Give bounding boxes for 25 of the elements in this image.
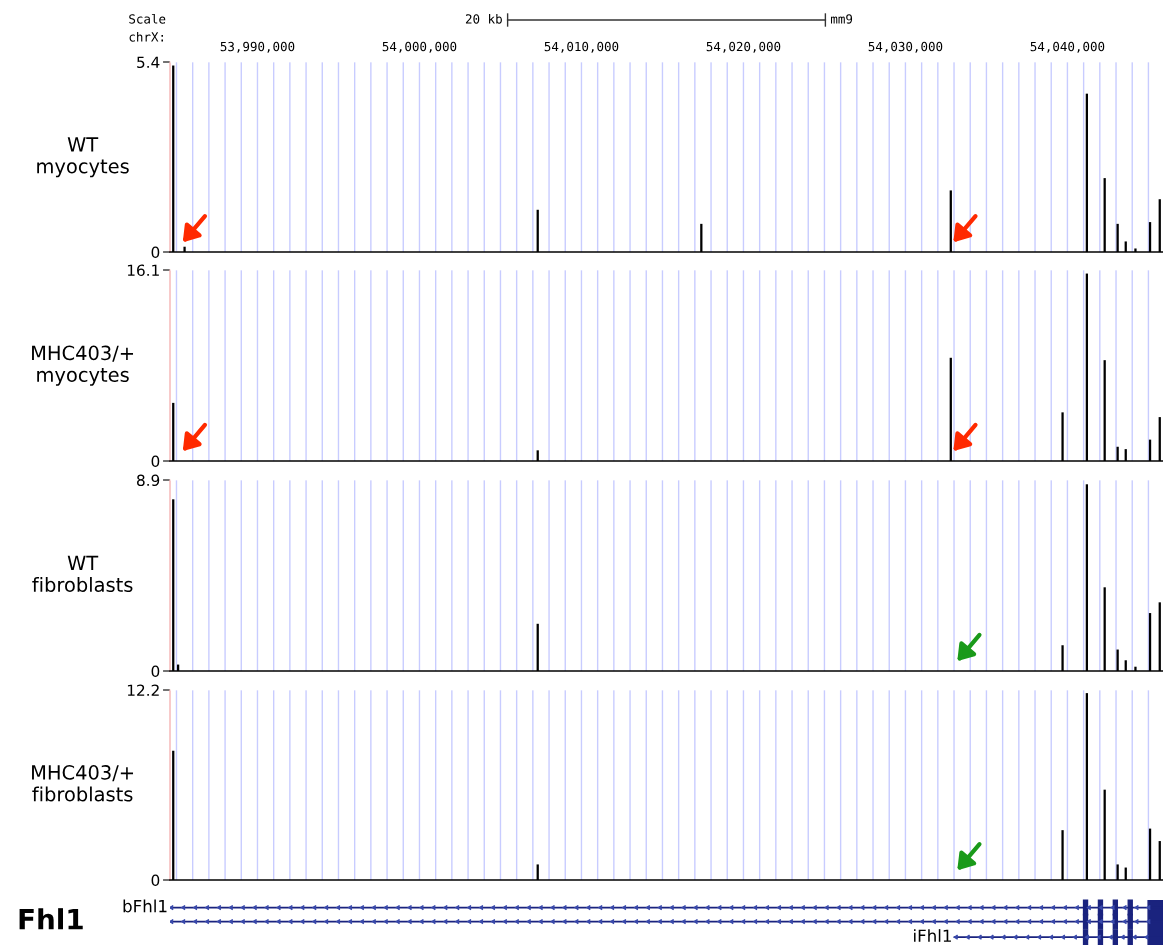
y-tick-label: 0 [151, 246, 160, 259]
x-tick-label: 54,030,000 [868, 41, 943, 53]
y-tick-label: 12.2 [127, 684, 159, 696]
y-tick-label: 5.4 [137, 56, 160, 69]
y-axis-title: MHC403/+ fibroblasts [32, 765, 134, 802]
y-axis-title: MHC403/+ myocytes [32, 345, 134, 386]
y-tick-label: 0 [151, 874, 160, 887]
text: mm9 [831, 14, 853, 24]
y-tick-label: 8.9 [137, 474, 160, 487]
y-tick-label: 16.1 [127, 264, 159, 277]
y-tick-label: 0 [151, 455, 160, 468]
text: Scale [129, 13, 166, 24]
x-tick-label: 54,010,000 [544, 41, 619, 53]
x-tick-label: 53,990,000 [220, 41, 295, 53]
text: iFhl1 [914, 929, 951, 942]
text: 20 kb [465, 13, 502, 24]
y-axis-title: WT myocytes [37, 137, 129, 178]
text: chrX: [129, 31, 163, 42]
text: bFhl1 [123, 899, 167, 913]
x-tick-label: 54,020,000 [706, 41, 781, 53]
x-tick-label: 54,040,000 [1030, 41, 1105, 53]
y-axis-title: WT fibroblasts [32, 555, 133, 593]
text: Fhl1 [19, 908, 83, 930]
y-tick-label: 0 [151, 665, 160, 678]
x-tick-label: 54,000,000 [382, 41, 457, 53]
